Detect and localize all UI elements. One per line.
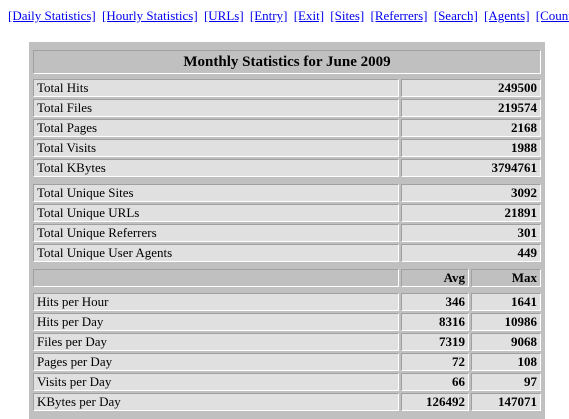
row-value: 1988 <box>401 139 541 157</box>
row-value: 449 <box>401 244 541 262</box>
max-value: 147071 <box>471 393 541 411</box>
row-value: 219574 <box>401 99 541 117</box>
avg-value: 126492 <box>401 393 469 411</box>
row-label: Total Hits <box>33 79 399 97</box>
nav-bar: [Daily Statistics] [Hourly Statistics] [… <box>8 8 569 24</box>
avg-value: 72 <box>401 353 469 371</box>
row-value: 2168 <box>401 119 541 137</box>
row-label: Files per Day <box>33 333 399 351</box>
avg-value: 66 <box>401 373 469 391</box>
row-label: Total Unique Sites <box>33 184 399 202</box>
nav-link[interactable]: [Entry] <box>249 8 288 23</box>
row-label: Pages per Day <box>33 353 399 371</box>
nav-link[interactable]: [Sites] <box>330 8 365 23</box>
row-label: Total Files <box>33 99 399 117</box>
row-value: 3092 <box>401 184 541 202</box>
nav-link[interactable]: [Exit] <box>293 8 325 23</box>
nav-link[interactable]: [Countries] <box>535 8 569 23</box>
stats-table: Monthly Statistics for June 2009 Total Hi… <box>29 42 545 419</box>
row-label: Total Visits <box>33 139 399 157</box>
max-value: 10986 <box>471 313 541 331</box>
nav-link[interactable]: [URLs] <box>203 8 244 23</box>
row-label: Hits per Hour <box>33 293 399 311</box>
nav-link[interactable]: [Search] <box>433 8 478 23</box>
header-avg: Avg <box>401 269 469 287</box>
row-value: 301 <box>401 224 541 242</box>
max-value: 97 <box>471 373 541 391</box>
table-title: Monthly Statistics for June 2009 <box>33 50 541 74</box>
header-max: Max <box>471 269 541 287</box>
row-value: 3794761 <box>401 159 541 177</box>
avg-value: 346 <box>401 293 469 311</box>
nav-link[interactable]: [Referrers] <box>370 8 428 23</box>
nav-link[interactable]: [Daily Statistics] <box>8 8 96 23</box>
row-label: Visits per Day <box>33 373 399 391</box>
max-value: 108 <box>471 353 541 371</box>
nav-link[interactable]: [Agents] <box>484 8 530 23</box>
avg-value: 8316 <box>401 313 469 331</box>
row-value: 21891 <box>401 204 541 222</box>
max-value: 1641 <box>471 293 541 311</box>
avg-value: 7319 <box>401 333 469 351</box>
row-label: Total Unique User Agents <box>33 244 399 262</box>
row-label: Total KBytes <box>33 159 399 177</box>
row-value: 249500 <box>401 79 541 97</box>
row-label: Hits per Day <box>33 313 399 331</box>
header-blank <box>33 269 399 287</box>
row-label: Total Unique URLs <box>33 204 399 222</box>
nav-link[interactable]: [Hourly Statistics] <box>102 8 198 23</box>
row-label: Total Unique Referrers <box>33 224 399 242</box>
row-label: KBytes per Day <box>33 393 399 411</box>
row-label: Total Pages <box>33 119 399 137</box>
max-value: 9068 <box>471 333 541 351</box>
